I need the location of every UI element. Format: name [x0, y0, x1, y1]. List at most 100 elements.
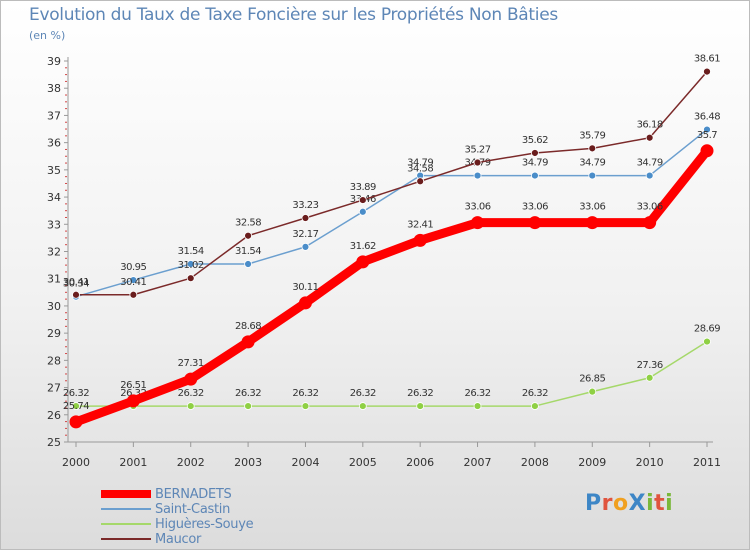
data-point: [356, 255, 370, 269]
y-tick-label: 39: [47, 55, 61, 68]
series-layer: 30.3430.9531.5431.5432.1733.4634.7934.79…: [63, 54, 721, 429]
data-point: [528, 216, 542, 230]
legend-swatch: [101, 508, 151, 510]
data-point: [184, 372, 198, 386]
y-tick-label: 34: [47, 191, 61, 204]
chart-subtitle: (en %): [29, 29, 66, 42]
data-label: 30.41: [120, 277, 146, 288]
logo-letter: r: [601, 491, 613, 516]
data-point: [645, 373, 654, 382]
x-tick-label: 2001: [119, 456, 147, 469]
data-point: [473, 402, 482, 410]
data-label: 33.06: [579, 202, 605, 213]
data-label: 31.02: [178, 260, 204, 271]
series-saint-castin: 30.3430.9531.5431.5432.1733.4634.7934.79…: [63, 112, 721, 301]
series-line: [75, 128, 708, 298]
data-point: [244, 260, 252, 268]
data-label: 33.89: [350, 182, 376, 193]
legend-item-saint-castin: Saint-Castin: [101, 502, 321, 517]
x-tick-label: 2003: [234, 456, 262, 469]
y-tick-label: 29: [47, 327, 61, 340]
data-label: 26.32: [235, 388, 261, 399]
data-point: [358, 402, 367, 410]
data-point: [186, 260, 195, 268]
data-label: 31.54: [235, 246, 261, 257]
y-tick-label: 25: [47, 436, 61, 449]
logo-letter: i: [665, 491, 674, 516]
x-tick-label: 2011: [693, 456, 721, 469]
data-label: 26.32: [292, 388, 318, 399]
data-point: [129, 276, 138, 284]
logo-letter: P: [585, 491, 602, 516]
data-point: [585, 216, 599, 230]
data-label: 35.27: [464, 145, 490, 156]
series-higu-res-souye: 26.32 26.32 26.32 26.32 26.32 26.32 26.32 26.32…: [63, 324, 721, 410]
data-label: 26.32: [120, 388, 146, 399]
data-label: 36.48: [694, 112, 720, 123]
data-point: [473, 158, 482, 167]
data-point: [588, 387, 597, 396]
legend-label: Saint-Castin: [155, 502, 231, 517]
data-point: [700, 144, 714, 158]
data-point: [413, 233, 427, 247]
data-point: [358, 207, 367, 216]
data-label: 26.32: [522, 388, 548, 399]
data-label: 26.32: [464, 388, 490, 399]
data-label: 25.74: [63, 401, 89, 412]
data-point: [186, 274, 195, 283]
y-tick-label: 37: [47, 109, 61, 122]
logo-letter: i: [646, 491, 655, 516]
data-point: [588, 144, 597, 153]
data-label: 33.23: [292, 200, 318, 211]
y-tick-label: 32: [47, 246, 61, 259]
data-point: [358, 196, 367, 204]
y-tick-label: 35: [47, 164, 61, 177]
legend-item-maucor: Maucor: [101, 532, 321, 547]
data-label: 28.68: [235, 321, 261, 332]
data-label: 33.06: [464, 202, 490, 213]
y-tick-label: 36: [47, 137, 61, 150]
x-tick-label: 2007: [464, 456, 492, 469]
series-line: [75, 340, 708, 407]
series-line: [71, 146, 712, 427]
data-label: 34.58: [407, 163, 433, 174]
data-label: 27.36: [637, 360, 663, 371]
data-label: 35.62: [522, 135, 548, 146]
logo-letter: X: [628, 491, 647, 516]
x-tick-label: 2008: [521, 456, 549, 469]
legend-label: BERNADETS: [155, 487, 232, 502]
logo-letter: o: [612, 491, 629, 516]
data-point: [301, 402, 310, 410]
data-point: [645, 133, 654, 142]
data-point: [645, 171, 654, 180]
data-point: [186, 402, 195, 410]
data-point: [69, 415, 83, 429]
data-label: 34.79: [522, 158, 548, 169]
legend-label: Higuères-Souye: [155, 517, 254, 532]
data-point: [129, 290, 138, 299]
data-point: [301, 242, 310, 251]
legend-item-higu-res-souye: Higuères-Souye: [101, 517, 321, 532]
y-tick-label: 30: [47, 300, 61, 313]
data-point: [416, 177, 425, 186]
data-label: 30.41: [63, 277, 89, 288]
series-line: [75, 70, 708, 296]
chart-legend: BERNADETS Saint-Castin Higuères-Souye Mauco…: [101, 487, 321, 547]
data-label: 34.79: [637, 158, 663, 169]
chart-title: Evolution du Taux de Taxe Foncière sur l…: [29, 5, 558, 25]
data-label: 33.06: [522, 202, 548, 213]
data-label: 32.41: [407, 219, 433, 230]
data-label: 26.85: [579, 374, 605, 385]
data-label: 26.32: [407, 388, 433, 399]
legend-swatch: [101, 538, 151, 540]
legend-item-bernadets: BERNADETS: [101, 487, 321, 502]
x-tick-label: 2000: [62, 456, 90, 469]
data-label: 31.62: [350, 241, 376, 252]
y-tick-label: 38: [47, 82, 61, 95]
x-tick-label: 2002: [177, 456, 205, 469]
x-tick-label: 2009: [578, 456, 606, 469]
data-point: [301, 214, 310, 222]
data-label: 30.11: [292, 282, 318, 293]
y-tick-label: 28: [47, 354, 61, 367]
x-tick-label: 2006: [406, 456, 434, 469]
